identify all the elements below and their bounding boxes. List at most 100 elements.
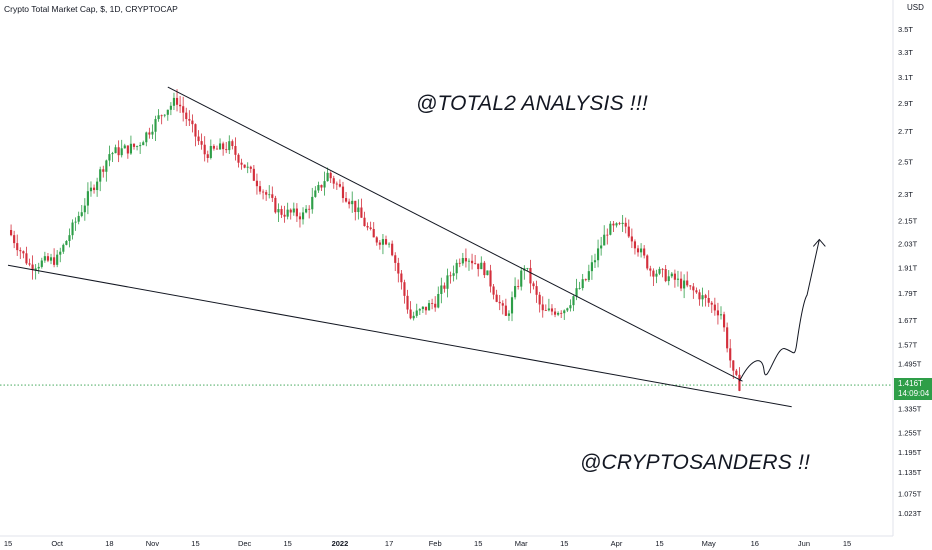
annotation-bottom: @CRYPTOSANDERS !! [580, 451, 811, 474]
candle-body [603, 234, 606, 246]
candle-body [507, 313, 511, 316]
candle-body [298, 216, 302, 220]
candle-body [406, 295, 409, 310]
candle-body [415, 310, 418, 316]
candle-body [308, 208, 311, 210]
candle-body [477, 263, 480, 270]
x-tick-label: 15 [4, 539, 12, 548]
candle-body [464, 258, 467, 262]
candle-body [268, 194, 271, 196]
y-tick-label: 1.135T [898, 468, 922, 477]
candle-body [129, 143, 133, 154]
candle-body [92, 187, 96, 191]
candle-body [366, 226, 369, 228]
candle-body [222, 143, 225, 150]
candle-body [701, 295, 704, 300]
y-tick-label: 1.79T [898, 289, 918, 298]
candle-body [203, 144, 206, 155]
candles [9, 89, 741, 392]
candle-body [704, 295, 707, 298]
candle-body [609, 223, 612, 235]
candle-body [126, 145, 129, 154]
candle-body [320, 185, 323, 188]
candle-body [578, 288, 581, 289]
candle-body [132, 143, 136, 147]
candle-body [105, 160, 108, 172]
candle-body [234, 146, 237, 155]
candle-body [102, 169, 105, 172]
candle-body [351, 200, 354, 205]
candle-body [71, 222, 74, 236]
candle-body [514, 286, 517, 298]
candle-body [206, 154, 209, 158]
candle-body [713, 304, 716, 311]
candle-body [707, 297, 710, 303]
candle-body [421, 306, 424, 310]
candle-body [431, 303, 434, 304]
candle-body [295, 208, 298, 217]
last-price-tag: 1.416T 14:09:04 [894, 378, 932, 400]
candle-body [618, 223, 621, 225]
candle-body [541, 304, 544, 311]
candle-body [575, 288, 578, 297]
candle-body [360, 207, 363, 218]
candle-body [341, 186, 345, 199]
candle-body [151, 131, 154, 135]
candle-body [584, 279, 587, 281]
x-tick-label: 15 [655, 539, 663, 548]
candle-body [59, 251, 62, 255]
candle-body [258, 186, 262, 192]
candle-body [630, 236, 633, 242]
candle-body [179, 104, 182, 107]
candle-body [354, 200, 357, 213]
candle-body [719, 314, 723, 316]
candle-body [148, 132, 151, 135]
candle-body [458, 262, 461, 264]
candle-body [716, 310, 719, 316]
candle-body [185, 112, 188, 120]
candle-body [695, 290, 698, 293]
candle-body [86, 191, 89, 206]
candle-body [689, 285, 692, 287]
candle-body [670, 273, 673, 277]
candle-body [621, 222, 624, 224]
candle-body [587, 271, 590, 281]
candle-body [136, 146, 139, 147]
candle-body [154, 119, 157, 132]
candle-body [40, 260, 43, 267]
candle-body [175, 97, 179, 105]
candle-body [686, 280, 689, 286]
candle-body [329, 172, 332, 179]
candle-body [388, 243, 391, 245]
candle-body [474, 263, 477, 264]
candle-body [317, 185, 320, 191]
y-tick-label: 1.255T [898, 429, 922, 438]
candle-body [25, 253, 28, 264]
candle-body [461, 258, 464, 264]
candle-body [673, 273, 676, 280]
candle-body [735, 370, 738, 375]
candle-body [501, 303, 504, 306]
y-tick-label: 1.075T [898, 489, 922, 498]
candle-body [286, 209, 289, 217]
candle-body [335, 183, 338, 185]
candle-body [163, 114, 166, 116]
candle-body [381, 239, 385, 245]
candle-body [332, 178, 335, 184]
candle-body [191, 120, 194, 125]
candle-body [182, 106, 185, 113]
candle-body [80, 212, 83, 216]
projection-arrowhead [812, 238, 826, 247]
candle-body [271, 194, 274, 198]
candle-body [698, 292, 701, 300]
currency-label[interactable]: USD [907, 3, 924, 12]
y-tick-label: 1.57T [898, 340, 918, 349]
candle-body [606, 234, 609, 236]
candle-body [384, 239, 388, 245]
candle-body [652, 270, 655, 277]
candle-body [77, 215, 80, 222]
candle-body [455, 262, 458, 274]
candle-body [437, 293, 440, 308]
candle-body [633, 241, 637, 249]
